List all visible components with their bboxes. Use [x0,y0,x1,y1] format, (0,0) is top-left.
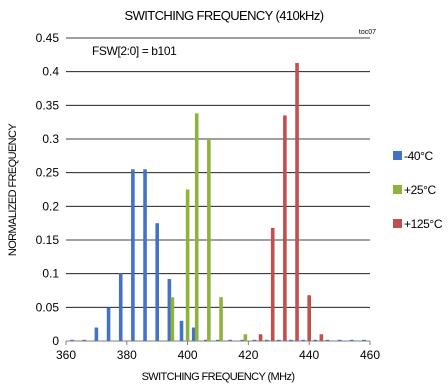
bar [325,339,330,341]
x-tick-label: 380 [117,348,137,362]
bar [313,339,318,341]
bar [264,339,269,341]
bar [362,339,366,341]
bar [167,279,172,341]
bar [194,113,199,341]
x-tick-label: 400 [178,348,198,362]
bar [204,339,208,341]
bar [252,339,257,341]
bar [277,339,281,341]
bar [82,339,87,341]
y-tick-label: 0.05 [36,300,60,314]
bar [283,115,287,341]
bar [301,339,305,341]
y-tick-label: 0.1 [42,267,59,281]
grid [66,37,370,342]
bar [289,339,293,341]
plot-area [70,62,366,342]
x-tick-label: 360 [56,348,76,362]
legend-label: +125°C [404,217,443,231]
bar [240,339,245,341]
y-tick-label: 0 [52,334,59,348]
bar [170,297,175,341]
bar [258,334,263,341]
bar [270,227,275,341]
bar [216,339,220,341]
bar [319,334,324,341]
y-tick-label: 0.3 [42,132,59,146]
axis-ticks: 0 0.05 0.1 0.15 0.2 0.25 0.3 0.35 0.4 0.45 360 380 4… [36,31,381,362]
y-tick-label: 0.45 [36,31,60,45]
chart-annotation: FSW[2:0] = b101 [92,44,177,58]
bar [243,334,248,341]
bar [179,320,184,341]
bar [155,223,159,341]
bar [131,169,135,341]
y-tick-label: 0.2 [42,199,59,213]
bar [106,307,111,341]
legend: -40°C +25°C +125°C [393,149,443,231]
legend-label: -40°C [404,149,434,163]
y-tick-label: 0.15 [36,233,60,247]
bar [191,327,196,341]
y-tick-label: 0.35 [36,98,60,112]
legend-swatch [393,151,402,160]
legend-swatch [393,185,402,194]
x-tick-label: 460 [360,348,380,362]
bar [143,169,147,341]
bar [94,327,99,341]
bar [207,139,211,341]
x-tick-label: 420 [238,348,258,362]
bar [185,189,190,341]
bar [337,339,342,341]
y-axis-label: NORMALIZED FREQUENCY [7,123,19,256]
bar [70,339,74,341]
bar [307,295,311,341]
y-tick-label: 0.25 [36,166,60,180]
bar [219,297,223,341]
legend-swatch [393,219,402,228]
bar [118,273,123,341]
bar [349,339,354,341]
figure-tag: toc07 [359,29,376,36]
x-tick-label: 440 [299,348,319,362]
chart-title: SWITCHING FREQUENCY (410kHz) [125,8,324,23]
x-axis-label: SWITCHING FREQUENCY (MHz) [142,371,295,383]
y-tick-label: 0.4 [42,65,59,79]
legend-label: +25°C [404,183,437,197]
bar [295,62,299,342]
bar [228,339,232,341]
